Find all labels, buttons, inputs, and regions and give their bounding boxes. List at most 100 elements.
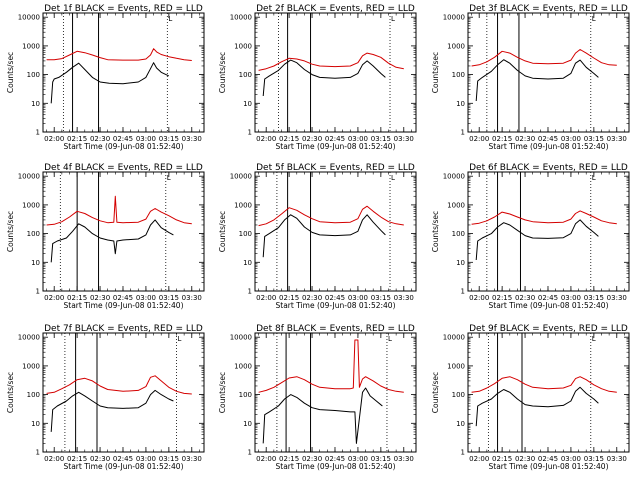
- y-tick-label: 100: [27, 230, 40, 238]
- events-series-line: [475, 386, 599, 427]
- x-tick-label: 03:30: [182, 135, 202, 143]
- x-tick-label: 03:30: [607, 455, 627, 463]
- x-tick-label: 03:00: [561, 135, 581, 143]
- y-axis-label: Counts/sec: [431, 372, 440, 413]
- y-tick-label: 10: [243, 259, 252, 267]
- x-axis-label: Start Time (09-Jun-08 01:52:40): [64, 142, 184, 151]
- marker-label: L: [168, 15, 172, 23]
- panel-title: Det 7f BLACK = Events, RED = LLD: [44, 324, 203, 334]
- events-series-line: [262, 59, 386, 97]
- plot-frame: [254, 12, 417, 133]
- y-tick-label: 1: [248, 288, 252, 296]
- panel-7: Det 7f BLACK = Events, RED = LLD 1 10 100 10…: [6, 324, 205, 471]
- x-tick-label: 02:30: [90, 455, 110, 463]
- events-series-line: [50, 62, 170, 104]
- y-axis-label: Counts/sec: [431, 52, 440, 93]
- panel-6: Det 6f BLACK = Events, RED = LLD 1 10 100 10…: [431, 163, 630, 310]
- events-series-line: [262, 214, 386, 258]
- x-tick-label: 03:00: [561, 455, 581, 463]
- y-tick-label: 10000: [18, 334, 40, 342]
- y-tick-label: 1000: [22, 362, 40, 370]
- events-series-line: [475, 59, 599, 102]
- lld-series-line: [471, 49, 617, 67]
- panel-2: Det 2f BLACK = Events, RED = LLD 1 10 100 10…: [218, 4, 417, 151]
- x-axis-label: Start Time (09-Jun-08 01:52:40): [489, 142, 609, 151]
- x-tick-label: 02:15: [279, 455, 299, 463]
- x-axis-label: Start Time (09-Jun-08 01:52:40): [276, 462, 396, 471]
- y-tick-label: 100: [452, 71, 465, 79]
- y-tick-label: 10000: [443, 173, 465, 181]
- x-tick-label: 02:30: [515, 455, 535, 463]
- x-tick-label: 02:30: [302, 294, 322, 302]
- plot-frame: [467, 171, 630, 292]
- x-tick-label: 03:15: [371, 294, 391, 302]
- y-tick-label: 1: [461, 129, 465, 137]
- plot-frame: [467, 12, 630, 133]
- plot-frame: [254, 332, 417, 453]
- x-tick-label: 02:45: [538, 455, 558, 463]
- y-tick-label: 10: [243, 100, 252, 108]
- x-tick-label: 02:45: [113, 135, 133, 143]
- y-tick-label: 10000: [230, 334, 252, 342]
- y-tick-label: 1000: [234, 42, 252, 50]
- events-series-line: [50, 219, 174, 263]
- x-tick-label: 03:00: [561, 294, 581, 302]
- lld-series-line: [46, 375, 192, 395]
- marker-label: L: [592, 335, 596, 343]
- x-tick-label: 02:00: [469, 294, 489, 302]
- x-tick-label: 02:00: [256, 294, 276, 302]
- x-tick-label: 02:00: [469, 135, 489, 143]
- x-tick-label: 03:30: [394, 135, 414, 143]
- marker-label: L: [592, 15, 596, 23]
- y-tick-label: 100: [27, 71, 40, 79]
- panel-title: Det 3f BLACK = Events, RED = LLD: [469, 4, 628, 14]
- marker-label: L: [391, 174, 395, 182]
- lld-series-line: [471, 376, 617, 393]
- x-tick-label: 02:45: [113, 294, 133, 302]
- x-tick-label: 03:15: [371, 455, 391, 463]
- y-tick-label: 10000: [230, 173, 252, 181]
- marker-label: L: [391, 15, 395, 23]
- x-tick-label: 02:00: [256, 455, 276, 463]
- y-tick-label: 1: [248, 129, 252, 137]
- x-tick-label: 03:15: [159, 294, 179, 302]
- y-tick-label: 1000: [447, 201, 465, 209]
- x-tick-label: 03:00: [136, 294, 156, 302]
- y-tick-label: 1000: [234, 362, 252, 370]
- x-tick-label: 02:15: [492, 294, 512, 302]
- x-tick-label: 02:45: [325, 455, 345, 463]
- panel-4: Det 4f BLACK = Events, RED = LLD 1 10 100 10…: [6, 163, 205, 310]
- y-axis-label: Counts/sec: [6, 211, 15, 252]
- x-tick-label: 02:15: [279, 294, 299, 302]
- events-series-line: [262, 387, 383, 444]
- panel-5: Det 5f BLACK = Events, RED = LLD 1 10 100 10…: [218, 163, 417, 310]
- panel-3: Det 3f BLACK = Events, RED = LLD 1 10 100 10…: [431, 4, 630, 151]
- x-axis-label: Start Time (09-Jun-08 01:52:40): [64, 462, 184, 471]
- y-axis-label: Counts/sec: [6, 372, 15, 413]
- x-tick-label: 02:30: [515, 294, 535, 302]
- x-axis-label: Start Time (09-Jun-08 01:52:40): [64, 301, 184, 310]
- panel-9: Det 9f BLACK = Events, RED = LLD 1 10 100 10…: [431, 324, 630, 471]
- lld-series-line: [471, 210, 617, 225]
- y-axis-label: Counts/sec: [218, 372, 227, 413]
- y-tick-label: 1: [248, 449, 252, 457]
- y-tick-label: 100: [27, 391, 40, 399]
- panel-title: Det 9f BLACK = Events, RED = LLD: [469, 324, 628, 334]
- y-tick-label: 1000: [22, 201, 40, 209]
- y-tick-label: 10000: [18, 173, 40, 181]
- x-axis-label: Start Time (09-Jun-08 01:52:40): [489, 462, 609, 471]
- y-tick-label: 100: [452, 391, 465, 399]
- lld-series-line: [258, 52, 404, 71]
- panel-1: Det 1f BLACK = Events, RED = LLD 1 10 100 10…: [6, 4, 205, 151]
- x-tick-label: 02:15: [67, 135, 87, 143]
- lld-series-line: [46, 48, 192, 61]
- x-tick-label: 02:00: [469, 455, 489, 463]
- panel-title: Det 4f BLACK = Events, RED = LLD: [44, 163, 203, 173]
- y-tick-label: 10: [243, 420, 252, 428]
- x-tick-label: 02:45: [538, 135, 558, 143]
- y-axis-label: Counts/sec: [218, 211, 227, 252]
- x-tick-label: 02:45: [113, 455, 133, 463]
- y-tick-label: 10000: [230, 14, 252, 22]
- y-tick-label: 1: [36, 449, 40, 457]
